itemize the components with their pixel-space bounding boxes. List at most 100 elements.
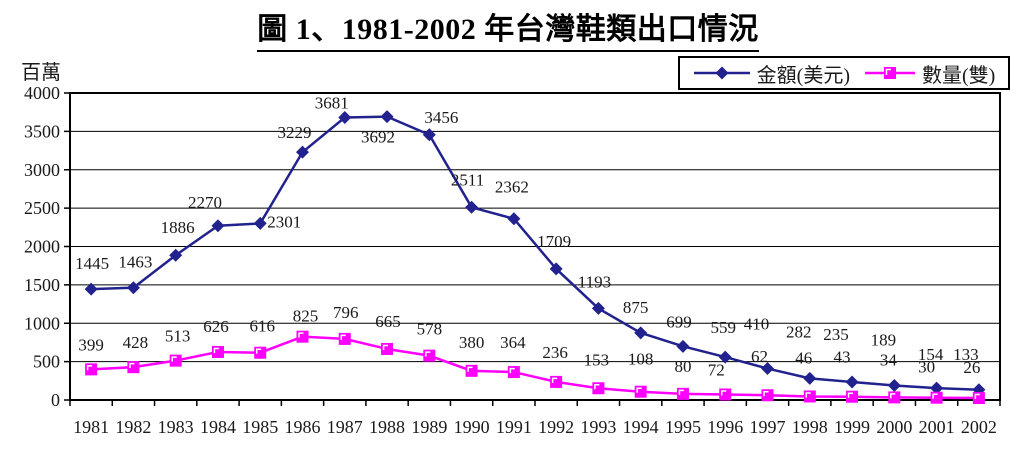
- data-point-diamond: [126, 281, 140, 295]
- data-point-diamond: [676, 339, 690, 353]
- x-tick-label: 1996: [707, 417, 743, 437]
- y-tick-label: 2500: [24, 198, 60, 218]
- data-point-diamond: [296, 145, 309, 159]
- data-label: 626: [203, 317, 229, 336]
- data-label: 616: [249, 317, 275, 336]
- data-label: 665: [375, 312, 401, 331]
- marker-highlight: [847, 392, 854, 398]
- marker-highlight: [551, 377, 558, 383]
- y-tick-label: 2000: [24, 237, 60, 257]
- y-tick-label: 3500: [24, 121, 60, 141]
- marker-highlight: [171, 356, 177, 362]
- x-tick-label: 1984: [200, 417, 236, 437]
- data-point-diamond: [84, 282, 98, 296]
- marker-highlight: [382, 344, 389, 350]
- y-tick-label: 1500: [24, 275, 60, 295]
- data-label: 1709: [537, 232, 571, 251]
- data-point-diamond: [422, 128, 436, 142]
- legend-item-quantity: 數量(雙): [864, 59, 995, 88]
- data-label: 399: [78, 335, 104, 354]
- data-label: 30: [918, 358, 935, 377]
- x-tick-label: 1999: [834, 417, 870, 437]
- legend-label-quantity: 數量(雙): [922, 64, 996, 87]
- data-point-diamond: [761, 362, 774, 376]
- data-label: 2511: [451, 170, 484, 189]
- marker-highlight: [678, 389, 684, 395]
- legend-quantity-line-square-icon: [865, 67, 915, 79]
- data-label: 875: [623, 298, 649, 317]
- data-label: 796: [333, 303, 359, 322]
- data-label: 108: [628, 350, 654, 369]
- x-tick-label: 1985: [242, 417, 278, 437]
- marker-highlight: [467, 366, 473, 372]
- data-label: 43: [834, 348, 851, 367]
- data-label: 2362: [495, 178, 529, 197]
- legend-item-amount: 金額(美元): [693, 59, 850, 88]
- data-point-diamond: [887, 378, 901, 392]
- marker-highlight: [298, 332, 304, 338]
- chart-title-area: 圖 1、1981-2002 年台灣鞋類出口情況: [0, 4, 1016, 52]
- y-tick-label: 4000: [24, 83, 60, 103]
- data-label: 62: [751, 347, 768, 366]
- data-label: 34: [880, 350, 898, 369]
- data-label: 282: [786, 322, 812, 341]
- data-label: 428: [123, 333, 149, 352]
- y-tick-label: 500: [33, 352, 60, 372]
- data-point-diamond: [465, 200, 479, 214]
- x-tick-label: 1993: [580, 417, 616, 437]
- x-tick-label: 1995: [665, 417, 701, 437]
- data-label: 699: [666, 312, 692, 331]
- x-tick-label: 2000: [876, 417, 912, 437]
- data-point-diamond: [253, 216, 267, 230]
- marker-highlight: [509, 367, 515, 374]
- data-point-diamond: [930, 381, 944, 395]
- data-label: 380: [459, 333, 485, 352]
- data-label: 410: [744, 315, 770, 334]
- marker-highlight: [974, 393, 980, 400]
- data-point-diamond: [380, 110, 394, 124]
- x-tick-label: 1988: [369, 417, 405, 437]
- data-label: 80: [674, 357, 691, 376]
- data-label: 1463: [118, 253, 152, 272]
- y-tick-label: 1000: [24, 313, 60, 333]
- data-label: 3692: [361, 128, 395, 147]
- chart-title-text: 圖 1、1981-2002 年台灣鞋類出口情況: [257, 4, 759, 52]
- marker-highlight: [340, 334, 346, 340]
- data-point-diamond: [591, 301, 605, 315]
- data-point-diamond: [549, 262, 563, 276]
- x-tick-label: 1997: [750, 417, 786, 437]
- data-label: 2301: [267, 212, 301, 231]
- x-tick-label: 2001: [919, 417, 955, 437]
- data-label: 1445: [75, 254, 109, 273]
- marker-highlight: [594, 384, 600, 390]
- data-label: 559: [710, 318, 736, 337]
- data-label: 578: [417, 320, 443, 339]
- y-axis-unit-label: 百萬: [21, 62, 61, 84]
- legend-label-amount: 金額(美元): [756, 64, 850, 87]
- marker-highlight: [805, 392, 811, 398]
- marker-highlight: [890, 393, 896, 399]
- data-point-diamond: [507, 212, 521, 226]
- data-point-diamond: [845, 375, 859, 389]
- x-tick-label: 1981: [73, 417, 109, 437]
- data-label: 3456: [424, 108, 458, 127]
- data-label: 153: [584, 350, 610, 369]
- data-point-diamond: [634, 326, 648, 340]
- data-label: 154: [918, 345, 944, 364]
- series-line-1: [91, 335, 979, 400]
- marker-highlight: [129, 362, 135, 369]
- data-label: 26: [963, 358, 980, 377]
- y-tick-label: 0: [51, 390, 60, 410]
- chart-title: 圖 1、1981-2002 年台灣鞋類出口情況: [257, 13, 759, 52]
- legend: 金額(美元) 數量(雙): [678, 56, 1010, 90]
- data-label: 133: [953, 345, 979, 364]
- data-label: 825: [293, 307, 319, 326]
- x-tick-label: 1991: [496, 417, 532, 437]
- x-tick-label: 1990: [454, 417, 490, 437]
- x-tick-label: 1982: [115, 417, 151, 437]
- x-tick-label: 1989: [411, 417, 447, 437]
- x-tick-label: 1992: [538, 417, 574, 437]
- marker-highlight: [255, 348, 262, 354]
- data-label: 1886: [161, 218, 195, 237]
